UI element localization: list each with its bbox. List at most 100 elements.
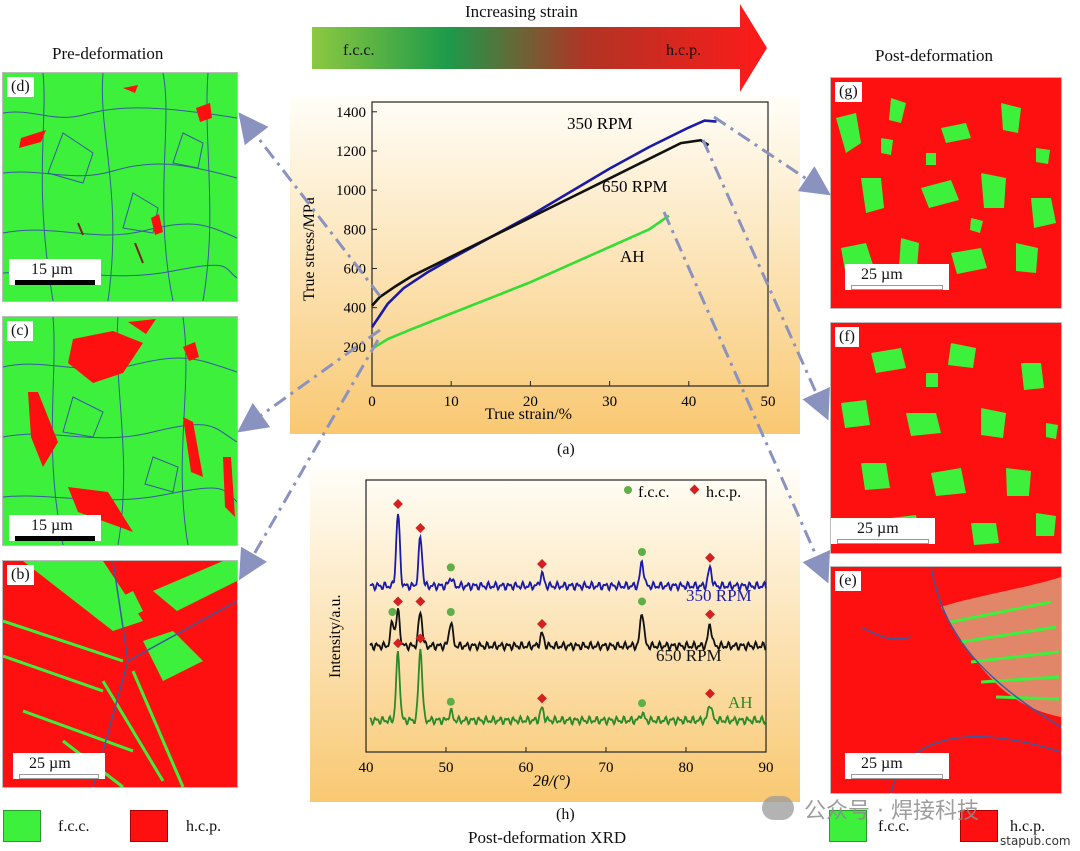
panel-c-scale-text: 15 µm (31, 517, 73, 534)
panel-f-label: (f) (835, 327, 859, 347)
chart-a-xlabel: True strain/% (485, 406, 572, 423)
chart-h-fcc-peak-marker (446, 563, 455, 572)
chart-h-fcc-peak-marker (446, 697, 455, 706)
panel-f-scalebar: 25 µm (831, 518, 935, 544)
caption-h: (h) (556, 806, 575, 823)
panel-b: (b) 25 µm (2, 560, 238, 788)
chart-a-curve-650-rpm (371, 138, 710, 307)
panel-e-label: (e) (835, 571, 861, 591)
panel-e-scalebar: 25 µm (845, 753, 949, 779)
panel-d-scale-line (15, 280, 95, 285)
panel-c-label: (c) (7, 321, 33, 341)
chart-h-hcp-peak-marker (537, 559, 547, 569)
chart-a-label-ah: AH (620, 247, 645, 266)
phase-left-label: f.c.c. (343, 42, 375, 59)
post-deformation-title: Post-deformation (875, 46, 994, 65)
legend-hcp-swatch-right (960, 810, 998, 842)
panel-g-microstructure (836, 98, 1056, 276)
panel-c-scale-line (15, 536, 95, 541)
chart-a-ytick-label: 800 (344, 222, 367, 238)
legend-hcp-swatch-left (130, 810, 168, 842)
chart-h-hcp-peak-marker (537, 619, 547, 629)
chart-a-xtick-label: 10 (444, 394, 459, 410)
panel-b-label: (b) (7, 565, 34, 585)
chart-a-xtick-label: 0 (368, 394, 376, 410)
chart-h-hcp-peak-marker (415, 596, 426, 607)
chart-h-fcc-peak-marker (446, 608, 455, 616)
chart-h-fcc-peak-marker (638, 699, 646, 708)
chart-h-xtick-label: 60 (519, 760, 534, 776)
chart-h-pattern-ah (369, 648, 767, 727)
chart-h-label-650: 650 RPM (656, 646, 722, 665)
panel-f: (f) 25 µm (830, 322, 1062, 554)
chart-h-pattern-350-rpm (369, 513, 767, 593)
chart-a-xtick-label: 40 (681, 394, 696, 410)
chart-h-legend-hcp: h.c.p. (706, 484, 741, 501)
panel-c-microstructure (3, 317, 237, 545)
chart-a-ylabel: True stress/MPa (301, 197, 318, 301)
chart-h-xtick-label: 40 (359, 760, 374, 776)
legend-fcc-swatch-left (3, 810, 41, 842)
legend-fcc-label-left: f.c.c. (58, 818, 90, 835)
chart-h-pattern-650-rpm (369, 608, 767, 653)
panel-e: (e) 25 µm (830, 566, 1062, 794)
chart-a-xtick-label: 20 (523, 394, 538, 410)
chart-a-xtick-label: 30 (602, 394, 617, 410)
panel-d-label: (d) (7, 77, 34, 97)
panel-g-scalebar: 25 µm (845, 264, 949, 290)
panel-d: (d) 15 µm (2, 72, 238, 302)
chart-a-ytick-label: 1200 (336, 144, 366, 160)
chart-h-xtick-label: 80 (679, 760, 694, 776)
chart-a-ytick-label: 1400 (336, 105, 366, 121)
chart-h-label-ah: AH (728, 693, 753, 712)
panel-b-scalebar: 25 µm (13, 753, 105, 779)
strain-arrow-label: Increasing strain (465, 2, 578, 21)
chart-h-hcp-peak-marker (393, 499, 403, 509)
panel-f-scale-text: 25 µm (857, 520, 899, 537)
caption-a: (a) (557, 441, 575, 458)
panel-d-scalebar: 15 µm (9, 259, 101, 285)
panel-f-scale-line (837, 539, 929, 544)
panel-g-scale-line (851, 285, 943, 290)
panel-e-microstructure (860, 567, 1061, 793)
chart-h-hcp-peak-marker (415, 523, 426, 533)
chart-a-label-350: 350 RPM (567, 114, 633, 133)
chart-h-hcp-peak-marker (393, 596, 403, 607)
pre-deformation-title: Pre-deformation (52, 44, 164, 63)
panel-b-microstructure (3, 561, 237, 787)
wechat-icon (762, 796, 794, 820)
chart-h-hcp-peak-marker (705, 552, 715, 563)
chart-a-curve-ah (371, 214, 670, 350)
chart-a: 0 10 20 30 40 50 200 400 600 800 1000 1200 1400 True… (301, 101, 776, 423)
chart-a-ytick-label: 600 (344, 261, 367, 277)
panel-g-label: (g) (835, 82, 862, 102)
legend-hcp-label-right: h.c.p. (1010, 818, 1046, 835)
watermark-site: stapub.com (1000, 834, 1071, 848)
phase-right-label: h.c.p. (666, 42, 702, 59)
panel-d-scale-text: 15 µm (31, 261, 73, 278)
panel-g: (g) 25 µm (830, 77, 1062, 309)
legend-hcp-label-left: h.c.p. (186, 818, 222, 835)
chart-h-xtick-label: 90 (759, 760, 774, 776)
chart-h: 40 50 60 70 80 90 f.c.c. h.c.p. 350 RPM 650 R… (327, 479, 774, 790)
chart-a-ytick-label: 400 (344, 301, 367, 317)
chart-h-xlabel: 2θ/(°) (533, 773, 570, 790)
chart-h-xtick-label: 50 (439, 760, 454, 776)
chart-h-fcc-peak-marker (638, 548, 646, 556)
chart-a-ytick-label: 200 (344, 340, 367, 356)
panel-f-microstructure (841, 343, 1058, 545)
chart-h-legend-fcc-marker (624, 486, 632, 494)
chart-h-fcc-peak-marker (638, 597, 646, 606)
watermark-text: 公众号 · 焊接科技 (804, 799, 979, 824)
xrd-title: Post-deformation XRD (468, 828, 627, 847)
panel-c: (c) 15 µm (2, 316, 238, 546)
chart-h-fcc-peak-marker (388, 608, 397, 616)
panel-g-scale-text: 25 µm (861, 266, 903, 283)
legend-fcc-label-right: f.c.c. (878, 818, 910, 835)
strain-gradient-arrow (312, 4, 767, 92)
chart-h-frame (365, 479, 767, 753)
chart-h-ylabel: Intensity/a.u. (327, 594, 344, 678)
panel-e-scale-text: 25 µm (861, 755, 903, 772)
panel-e-scale-line (851, 774, 943, 779)
panel-b-scale-line (19, 774, 99, 779)
